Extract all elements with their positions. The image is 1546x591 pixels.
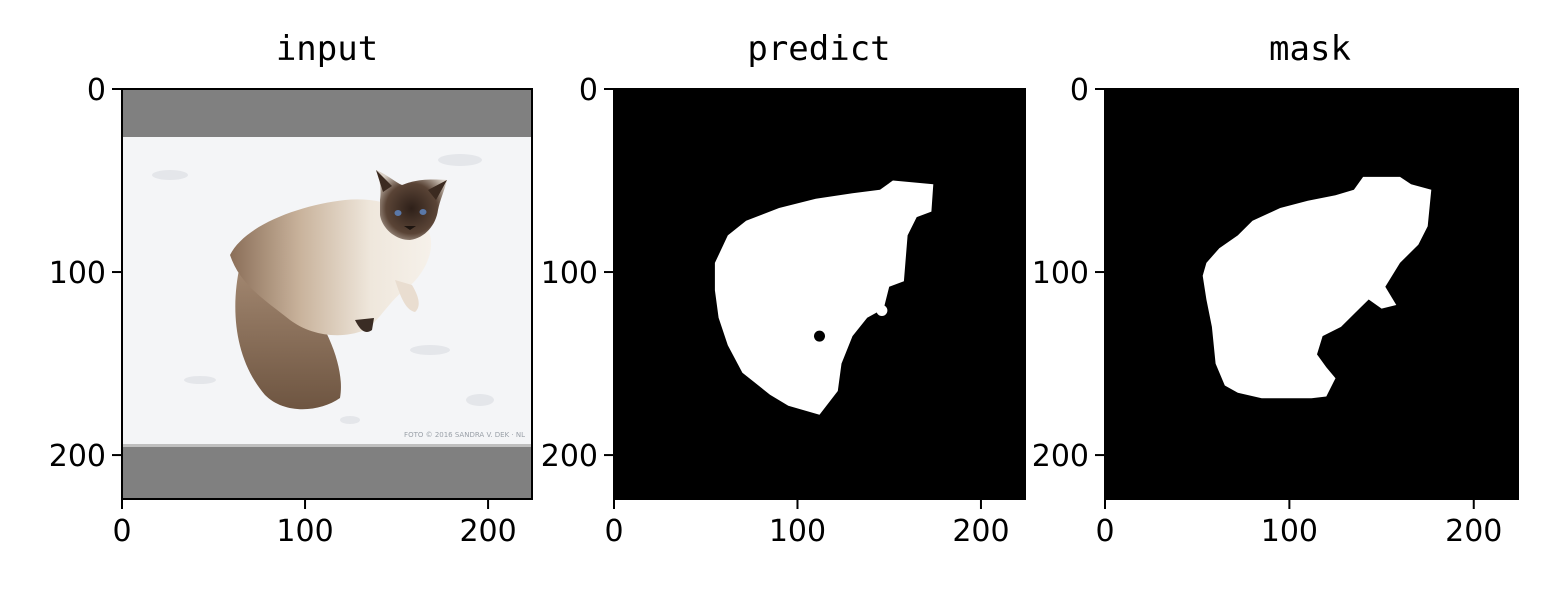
y-tick-label: 200 — [1032, 439, 1089, 474]
y-tick-label: 0 — [579, 73, 598, 108]
x-tick-label: 200 — [952, 514, 1009, 549]
x-tick-label: 200 — [1445, 514, 1502, 549]
mask-blob — [714, 180, 934, 415]
x-tick-label: 0 — [604, 514, 623, 549]
y-tick-label: 100 — [49, 256, 106, 291]
axes-frame — [121, 88, 533, 500]
x-tick-label: 0 — [1095, 514, 1114, 549]
snow-tracks — [152, 154, 494, 424]
x-tick-label: 200 — [459, 514, 516, 549]
y-tick-label: 0 — [1070, 73, 1089, 108]
y-tick-label: 200 — [49, 439, 106, 474]
panel-title: predict — [747, 29, 890, 69]
y-tick-label: 100 — [1032, 256, 1089, 291]
panel-title: input — [276, 29, 378, 69]
ground-truth-mask-region — [1202, 176, 1432, 399]
y-tick-label: 100 — [541, 256, 598, 291]
y-tick-label: 0 — [87, 73, 106, 108]
mask-speck — [876, 304, 888, 316]
mask-speck — [813, 330, 826, 342]
photo-watermark: FOTO © 2016 SANDRA V. DEK · NL — [404, 431, 525, 439]
predicted-mask-region — [714, 180, 934, 415]
panel-title: mask — [1269, 29, 1351, 69]
x-tick-label: 100 — [1261, 514, 1318, 549]
panel-mask: mask — [1105, 29, 1518, 499]
x-tick-label: 0 — [112, 514, 131, 549]
mask-blob — [1202, 176, 1432, 399]
y-tick-label: 200 — [541, 439, 598, 474]
cat — [230, 170, 447, 410]
x-tick-label: 100 — [769, 514, 826, 549]
panel-predict: predict — [614, 29, 1025, 499]
axes-frame — [1104, 88, 1519, 500]
cat-photo: FOTO © 2016 SANDRA V. DEK · NL — [122, 89, 532, 499]
x-tick-label: 100 — [276, 514, 333, 549]
axes-frame — [613, 88, 1026, 500]
panel-input: input — [122, 29, 532, 499]
